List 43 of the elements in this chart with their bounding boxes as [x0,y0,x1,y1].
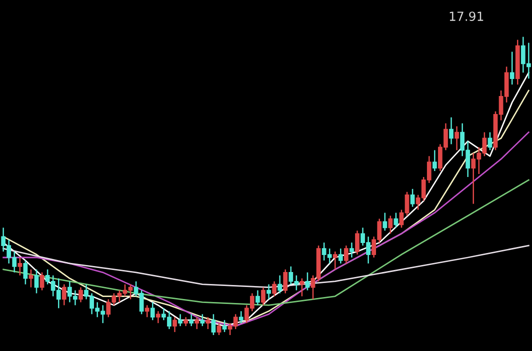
candlestick [432,150,437,172]
candlestick [222,320,227,333]
candlestick [266,284,271,300]
candlestick [206,316,210,330]
candlestick [382,212,388,232]
candlestick [355,230,360,256]
candlestick [34,268,39,294]
candlestick [78,286,83,303]
candlestick [488,132,492,151]
candlestick [18,256,22,276]
candlestick [172,316,177,333]
candlestick [410,188,415,208]
candlestick [283,268,288,294]
candlestick [454,126,459,151]
candlestick [178,314,182,327]
candlestick [238,310,244,324]
candlestick [344,244,348,264]
candlestick [350,242,354,258]
candlestick [23,260,28,285]
candlestick [194,316,200,330]
candlestick [305,272,310,291]
candlestick [278,274,282,294]
candlestick [256,290,260,306]
candlestick [261,286,266,306]
candlestick [189,314,194,327]
candlestick [394,212,398,228]
candlestick [216,322,222,336]
candlestick [332,250,338,270]
candlestick [200,314,205,327]
candlestick [62,284,66,306]
candlestick [510,51,514,86]
candlestick [272,280,276,297]
candlestick [449,116,454,145]
candlestick [144,304,150,318]
candlestick [300,278,304,297]
candlestick [388,215,393,234]
candlestick [150,302,155,321]
candlestick [40,272,44,291]
candlestick [338,248,343,264]
candlestick [156,310,160,324]
candlestick [211,314,216,336]
candlestick [28,268,34,288]
text: 17.91 [450,12,484,22]
